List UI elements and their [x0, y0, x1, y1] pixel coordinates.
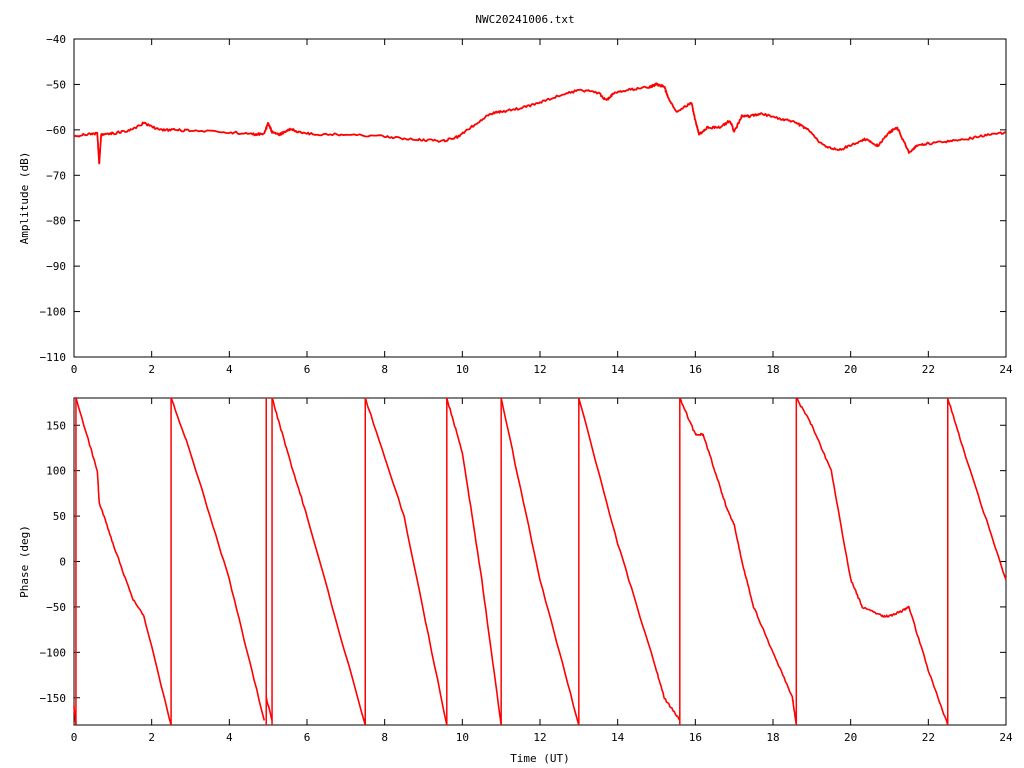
phase-x-tick-label: 10 [456, 731, 469, 744]
phase-line-segment [170, 397, 266, 721]
phase-x-tick-label: 6 [304, 731, 311, 744]
amplitude-y-tick-label: −50 [46, 78, 66, 91]
amplitude-panel: 0 2 4 6 8 10 12 14 16 18 20 22 24−40−50−60−70−80−90−… [18, 33, 1013, 376]
phase-series [73, 397, 1007, 726]
phase-y-tick-label: −50 [46, 601, 66, 614]
phase-line-segment [265, 697, 273, 721]
phase-y-tick-label: 50 [53, 510, 66, 523]
amplitude-ticks: 0 2 4 6 8 10 12 14 16 18 20 22 24−40−50−60−70−80−90−… [40, 33, 1013, 376]
amplitude-line [73, 82, 1007, 165]
phase-x-tick-label: 24 [999, 731, 1013, 744]
phase-line-segment [578, 398, 681, 721]
phase-y-tick-label: 150 [46, 419, 66, 432]
phase-line-segment [796, 398, 949, 726]
phase-x-tick-label: 16 [689, 731, 702, 744]
phase-x-axis-label: Time (UT) [510, 752, 570, 765]
phase-x-tick-label: 18 [766, 731, 779, 744]
phase-line-segment [679, 398, 798, 726]
phase-x-tick-label: 22 [922, 731, 935, 744]
amplitude-x-tick-label: 18 [766, 363, 779, 376]
phase-y-axis-label: Phase (deg) [18, 525, 31, 598]
phase-x-tick-label: 0 [71, 731, 78, 744]
phase-line-segment [364, 397, 448, 726]
phase-line-segment [500, 398, 580, 726]
phase-line-segment [446, 397, 502, 726]
amplitude-x-tick-label: 14 [611, 363, 625, 376]
amplitude-x-tick-label: 10 [456, 363, 469, 376]
amplitude-x-tick-label: 4 [226, 363, 233, 376]
phase-y-tick-label: −100 [40, 646, 67, 659]
phase-x-tick-label: 14 [611, 731, 625, 744]
amplitude-y-tick-label: −80 [46, 215, 66, 228]
phase-x-tick-label: 20 [844, 731, 857, 744]
phase-x-tick-label: 12 [533, 731, 546, 744]
amplitude-x-tick-label: 8 [381, 363, 388, 376]
phase-y-tick-label: 0 [59, 556, 66, 569]
amplitude-y-tick-label: −90 [46, 260, 66, 273]
amplitude-x-tick-label: 0 [71, 363, 78, 376]
amplitude-x-tick-label: 6 [304, 363, 311, 376]
phase-x-tick-label: 4 [226, 731, 233, 744]
phase-x-tick-label: 8 [381, 731, 388, 744]
phase-y-tick-label: 100 [46, 465, 66, 478]
phase-panel: 0 2 4 6 8 10 12 14 16 18 20 22 24150100500−50−100−15… [18, 397, 1013, 765]
amplitude-y-tick-label: −110 [40, 351, 67, 364]
phase-line-segment [75, 397, 172, 726]
amplitude-series [73, 82, 1007, 165]
amplitude-x-tick-label: 2 [148, 363, 155, 376]
amplitude-y-axis-label: Amplitude (dB) [18, 152, 31, 245]
amplitude-x-tick-label: 24 [999, 363, 1013, 376]
amplitude-x-tick-label: 16 [689, 363, 702, 376]
amplitude-y-tick-label: −70 [46, 169, 66, 182]
amplitude-x-tick-label: 12 [533, 363, 546, 376]
amplitude-y-tick-label: −60 [46, 124, 66, 137]
phase-y-tick-label: −150 [40, 692, 67, 705]
phase-ticks: 0 2 4 6 8 10 12 14 16 18 20 22 24150100500−50−100−15… [40, 398, 1013, 744]
chart-title: NWC20241006.txt [475, 13, 574, 26]
phase-x-tick-label: 2 [148, 731, 155, 744]
amplitude-y-tick-label: −40 [46, 33, 66, 46]
phase-line-segment [947, 398, 1007, 580]
amplitude-y-tick-label: −100 [40, 306, 67, 319]
phase-line-segment [271, 397, 367, 726]
amplitude-x-tick-label: 22 [922, 363, 935, 376]
amplitude-x-tick-label: 20 [844, 363, 857, 376]
phase-line-segment [73, 705, 77, 726]
